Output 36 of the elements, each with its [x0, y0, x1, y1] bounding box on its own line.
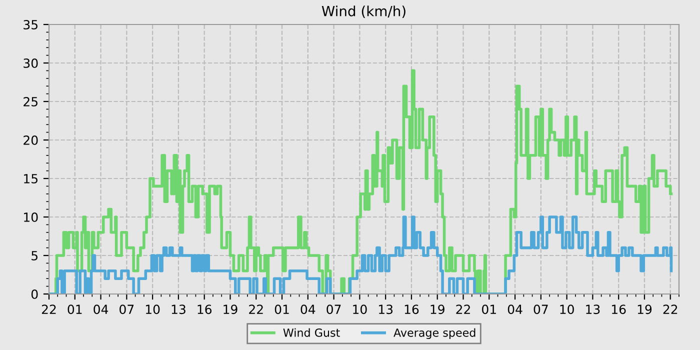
y-tick-label: 25: [24, 96, 38, 106]
x-tick-label: 19: [430, 304, 444, 314]
x-tick-label: 16: [612, 304, 626, 314]
x-tick-label: 10: [560, 304, 574, 314]
x-tick-label: 19: [638, 304, 652, 314]
x-tick-label: 22: [663, 304, 678, 314]
x-tick-label: 13: [172, 304, 186, 314]
x-tick-label: 22: [42, 304, 56, 314]
x-tick-label: 04: [508, 304, 522, 314]
legend-label: Average speed: [394, 328, 476, 340]
legend-label: Wind Gust: [283, 328, 340, 337]
y-tick-label: 5: [32, 251, 38, 260]
x-tick-label: 22: [456, 304, 470, 314]
y-tick-label: 10: [24, 212, 38, 222]
x-tick-label: 01: [482, 304, 496, 314]
y-tick-label: 15: [24, 174, 38, 184]
x-tick-label: 13: [378, 304, 393, 314]
x-tick-label: 01: [68, 304, 82, 314]
y-tick-label: 35: [24, 20, 38, 30]
x-tick-label: 16: [198, 304, 212, 314]
x-tick-label: 07: [326, 304, 341, 314]
x-tick-label: 19: [224, 304, 238, 314]
x-tick-label: 10: [146, 304, 160, 314]
x-tick-label: 01: [274, 304, 289, 314]
x-tick-label: 13: [586, 304, 600, 314]
x-tick-label: 16: [404, 304, 419, 314]
x-tick-label: 04: [94, 304, 108, 314]
x-tick-label: 07: [534, 304, 548, 314]
y-tick-label: 0: [31, 289, 38, 299]
x-tick-label: 07: [120, 304, 134, 314]
x-tick-label: 04: [300, 304, 316, 314]
y-tick-label: 30: [24, 58, 38, 68]
y-tick-label: 20: [24, 135, 38, 145]
chart-title: Wind (km/h): [322, 6, 406, 18]
x-tick-label: 10: [353, 304, 367, 314]
x-tick-label: 22: [249, 304, 263, 314]
